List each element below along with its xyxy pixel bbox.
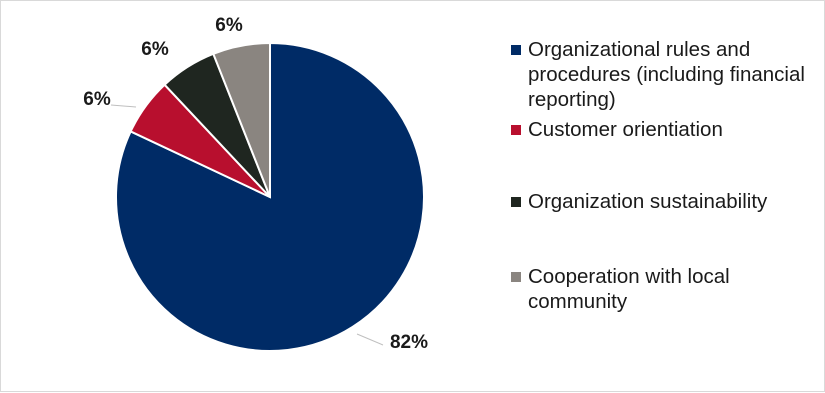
legend-label: Organization sustainability — [528, 190, 768, 213]
legend: Organizational rules and procedures (inc… — [509, 37, 819, 324]
legend-label: Cooperation with local community — [528, 265, 730, 313]
legend-label: Customer orientiation — [528, 118, 723, 141]
legend-item-organization-sustainability: Organization sustainability — [509, 189, 819, 249]
legend-item-customer-orientiation: Customer orientiation — [509, 117, 819, 177]
pie-slice-3 — [212, 41, 271, 198]
data-label-0: 82% — [390, 332, 428, 353]
legend-label: Organizational rules and procedures (inc… — [528, 38, 805, 111]
leader-line-1 — [110, 104, 137, 108]
data-label-1: 6% — [83, 89, 111, 110]
legend-swatch — [511, 197, 521, 207]
data-label-2: 6% — [141, 39, 169, 60]
legend-swatch — [511, 272, 521, 282]
data-label-3: 6% — [215, 15, 243, 36]
legend-item-cooperation-local-community: Cooperation with local community — [509, 264, 819, 324]
legend-swatch — [511, 125, 521, 135]
legend-swatch — [511, 45, 521, 55]
leader-line-0 — [356, 333, 384, 346]
legend-item-organizational-rules: Organizational rules and procedures (inc… — [509, 37, 819, 111]
